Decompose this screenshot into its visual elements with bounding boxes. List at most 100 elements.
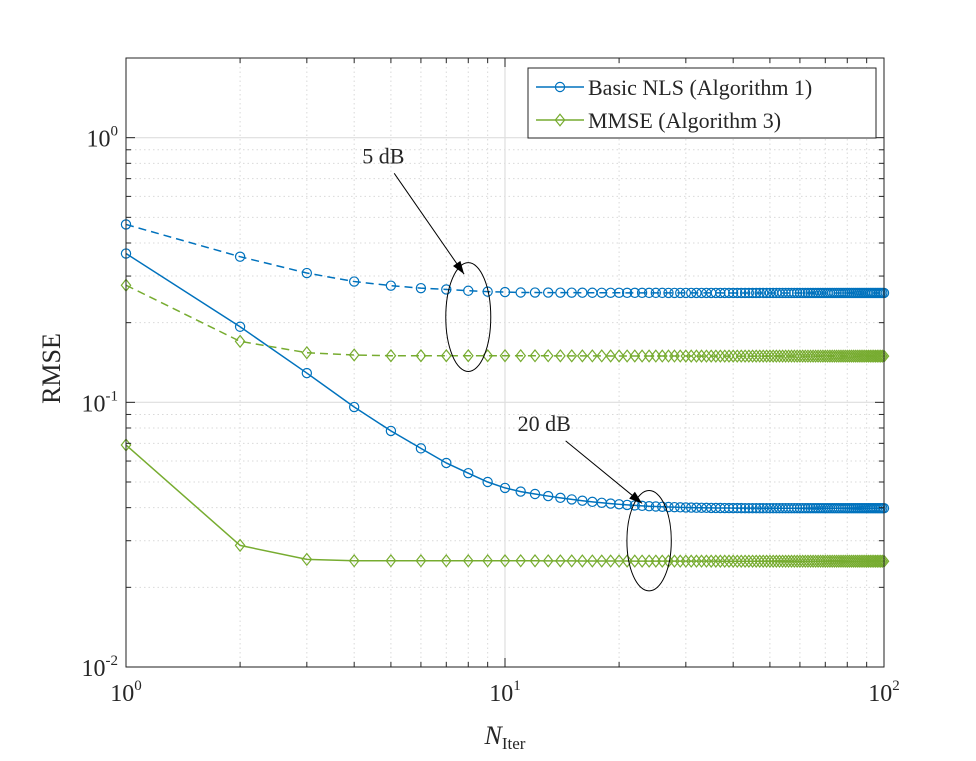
annotation-label: 5 dB	[362, 143, 404, 168]
data-point-diamond	[385, 348, 397, 363]
data-point-diamond	[621, 554, 633, 568]
data-point-circle	[750, 287, 762, 299]
data-point-circle	[747, 502, 758, 514]
data-point-circle	[686, 287, 697, 299]
data-point-diamond	[348, 348, 360, 362]
data-point-diamond	[731, 554, 743, 568]
data-point-diamond	[863, 554, 874, 568]
data-point-circle	[797, 503, 808, 514]
data-point-circle	[691, 287, 702, 299]
data-point-diamond	[482, 554, 494, 568]
data-point-circle	[686, 502, 697, 513]
data-point-circle	[750, 502, 762, 514]
data-point-circle	[743, 502, 755, 514]
data-point-circle	[800, 503, 811, 514]
annotation-ellipse	[626, 490, 672, 592]
annotation-5db: 5 dB	[362, 143, 492, 372]
data-point-diamond	[812, 349, 824, 363]
data-point-diamond	[710, 349, 722, 363]
data-point-diamond	[705, 349, 717, 363]
data-point-circle	[807, 287, 819, 299]
series-0	[120, 219, 890, 299]
y-tick-label: 10-2	[82, 653, 119, 682]
data-point-diamond	[586, 554, 598, 568]
data-point-diamond	[743, 554, 755, 568]
data-point-diamond	[685, 349, 697, 363]
data-point-diamond	[743, 349, 755, 363]
data-point-diamond	[499, 554, 511, 568]
x-tick-label: 102	[868, 678, 900, 707]
data-point-circle	[636, 287, 648, 299]
data-point-diamond	[719, 349, 731, 363]
legend-entry-1: MMSE (Algorithm 3)	[536, 108, 781, 133]
data-point-circle	[802, 287, 814, 299]
data-point-circle	[529, 488, 541, 500]
data-point-diamond	[815, 349, 826, 363]
data-point-circle	[441, 457, 452, 469]
data-point-diamond	[529, 349, 541, 363]
data-point-diamond	[691, 554, 702, 568]
data-point-diamond	[462, 348, 474, 363]
data-point-diamond	[499, 348, 511, 363]
data-point-diamond	[739, 554, 751, 568]
data-point-circle	[719, 287, 730, 299]
data-point-circle	[791, 287, 803, 299]
data-point-diamond	[735, 554, 747, 568]
legend-label: MMSE (Algorithm 3)	[588, 108, 781, 133]
data-point-diamond	[680, 349, 692, 363]
data-point-diamond	[723, 349, 735, 363]
data-point-diamond	[680, 554, 692, 568]
data-point-circle	[643, 500, 655, 512]
data-point-circle	[555, 287, 566, 298]
data-point-diamond	[348, 554, 360, 568]
y-tick-label: 100	[87, 124, 119, 153]
data-point-diamond	[621, 349, 633, 363]
data-point-diamond	[234, 538, 246, 553]
data-point-diamond	[739, 349, 751, 363]
data-point-diamond	[810, 554, 822, 568]
data-point-diamond	[440, 348, 452, 363]
data-point-circle	[805, 503, 816, 514]
data-point-circle	[348, 276, 360, 287]
data-point-diamond	[554, 554, 566, 568]
data-point-circle	[807, 503, 819, 514]
data-point-diamond	[586, 349, 598, 363]
data-point-diamond	[747, 554, 758, 568]
data-point-diamond	[613, 349, 625, 363]
data-point-circle	[499, 482, 511, 494]
data-point-circle	[732, 502, 743, 514]
series-1	[120, 248, 890, 514]
data-point-circle	[805, 287, 816, 299]
data-point-diamond	[685, 554, 697, 568]
data-point-diamond	[815, 554, 826, 568]
data-point-circle	[629, 287, 640, 299]
data-point-diamond	[566, 554, 578, 568]
data-point-circle	[657, 501, 668, 512]
data-point-diamond	[750, 554, 762, 568]
data-point-diamond	[385, 554, 397, 568]
data-point-diamond	[515, 348, 527, 363]
data-point-circle	[643, 287, 655, 299]
data-point-circle	[566, 287, 577, 298]
data-point-diamond	[802, 349, 814, 363]
data-point-diamond	[440, 554, 452, 568]
data-point-diamond	[596, 554, 608, 568]
data-point-circle	[754, 502, 765, 514]
data-point-diamond	[727, 554, 739, 568]
legend-entry-0: Basic NLS (Algorithm 1)	[536, 75, 812, 100]
data-point-diamond	[863, 349, 874, 363]
data-point-diamond	[864, 349, 876, 363]
data-point-circle	[727, 287, 739, 299]
data-point-circle	[783, 503, 794, 514]
data-point-circle	[757, 287, 769, 299]
data-point-diamond	[810, 349, 822, 363]
data-point-diamond	[802, 554, 814, 568]
data-point-diamond	[629, 554, 641, 568]
data-point-diamond	[797, 349, 809, 363]
data-point-circle	[542, 490, 554, 502]
data-point-circle	[797, 287, 808, 299]
data-point-circle	[463, 467, 474, 479]
data-point-diamond	[636, 554, 648, 568]
data-point-circle	[441, 284, 452, 295]
data-point-circle	[555, 492, 566, 504]
